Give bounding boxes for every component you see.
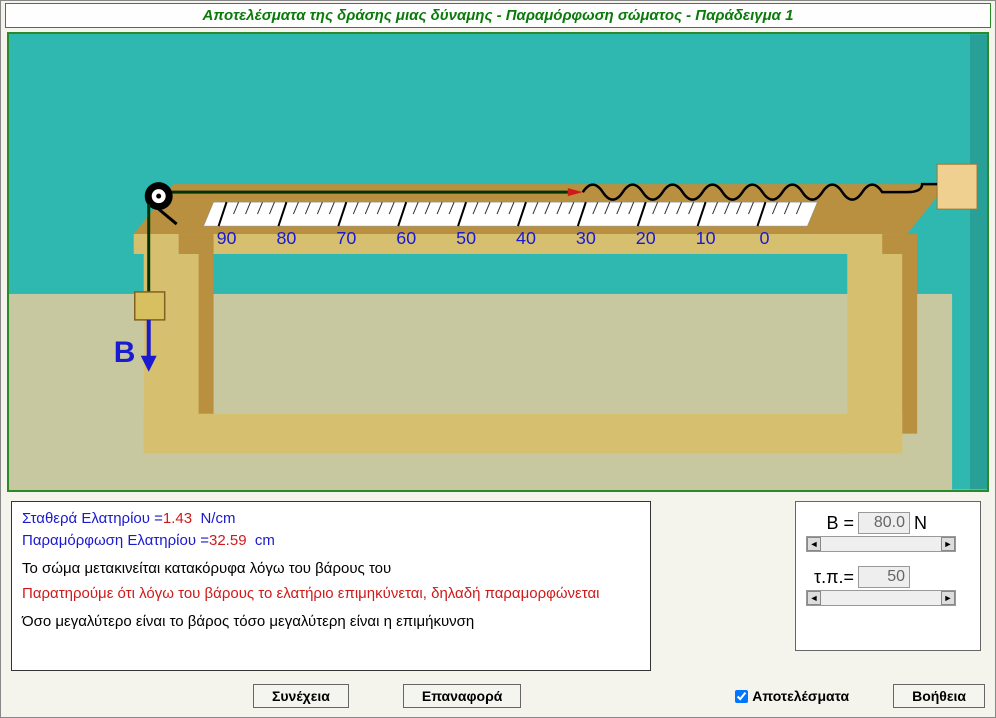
slider-right-icon[interactable]: ►: [941, 537, 955, 551]
info-panel: Σταθερά Ελατηρίου =1.43 N/cm Παραμόρφωση…: [11, 501, 651, 671]
mount-plate: [937, 164, 977, 209]
control-TP-row: τ.π.=: [806, 566, 970, 588]
spring-deformation-line: Παραμόρφωση Ελατηρίου =32.59 cm: [22, 530, 640, 552]
spring-deformation-value: 32.59: [209, 532, 247, 549]
svg-text:50: 50: [456, 228, 476, 248]
slider-left-icon[interactable]: ◄: [807, 591, 821, 605]
spring-deformation-unit: cm: [255, 532, 275, 549]
table-rail: [144, 414, 902, 454]
slider-track[interactable]: [821, 537, 941, 551]
weight-block: [135, 292, 165, 320]
force-label: B: [114, 336, 136, 369]
svg-text:40: 40: [516, 228, 536, 248]
slider-track[interactable]: [821, 591, 941, 605]
results-checkbox-text: Αποτελέσματα: [752, 688, 849, 704]
control-B-row: B = N: [806, 512, 970, 534]
control-TP-label: τ.π.=: [806, 567, 854, 588]
svg-text:30: 30: [576, 228, 596, 248]
results-checkbox[interactable]: [735, 690, 748, 703]
controls-panel: B = N ◄ ► τ.π.= ◄ ►: [795, 501, 981, 651]
results-checkbox-label[interactable]: Αποτελέσματα: [735, 688, 849, 704]
spring-deformation-label: Παραμόρφωση Ελατηρίου =: [22, 532, 209, 549]
info-text-2: Παρατηρούμε ότι λόγω του βάρους το ελατή…: [22, 583, 640, 605]
spring-constant-line: Σταθερά Ελατηρίου =1.43 N/cm: [22, 508, 640, 530]
control-B-unit: N: [914, 513, 927, 534]
app-frame: Αποτελέσματα της δράσης μιας δύναμης - Π…: [0, 0, 996, 718]
continue-button[interactable]: Συνέχεια: [253, 684, 349, 708]
info-text-3: Όσο μεγαλύτερο είναι το βάρος τόσο μεγαλ…: [22, 611, 640, 633]
spring-constant-unit: N/cm: [200, 510, 235, 527]
ruler: [204, 202, 818, 226]
slider-left-icon[interactable]: ◄: [807, 537, 821, 551]
control-TP-slider[interactable]: ◄ ►: [806, 590, 956, 606]
info-text-1: Το σώμα μετακινείται κατακόρυφα λόγω του…: [22, 558, 640, 580]
spring-constant-value: 1.43: [163, 510, 192, 527]
title-bar: Αποτελέσματα της δράσης μιας δύναμης - Π…: [5, 3, 991, 28]
help-button[interactable]: Βοήθεια: [893, 684, 985, 708]
svg-text:80: 80: [276, 228, 296, 248]
reset-button[interactable]: Επαναφορά: [403, 684, 522, 708]
control-B-label: B =: [806, 513, 854, 534]
svg-text:20: 20: [636, 228, 656, 248]
svg-text:90: 90: [217, 228, 237, 248]
svg-text:10: 10: [696, 228, 716, 248]
bottom-bar: Συνέχεια Επαναφορά Αποτελέσματα Βοήθεια: [1, 681, 995, 711]
control-TP-input[interactable]: [858, 566, 910, 588]
slider-right-icon[interactable]: ►: [941, 591, 955, 605]
wall: [967, 34, 987, 489]
simulation-svg: 90 80 70 60 50 40 30 20 10 0: [9, 34, 987, 490]
simulation-area: 90 80 70 60 50 40 30 20 10 0: [7, 32, 989, 492]
svg-text:0: 0: [759, 228, 769, 248]
control-B-slider[interactable]: ◄ ►: [806, 536, 956, 552]
wall-inner: [952, 34, 970, 489]
control-B-input[interactable]: [858, 512, 910, 534]
pulley-axle: [156, 194, 161, 199]
svg-text:70: 70: [336, 228, 356, 248]
svg-text:60: 60: [396, 228, 416, 248]
spring-constant-label: Σταθερά Ελατηρίου =: [22, 510, 163, 527]
